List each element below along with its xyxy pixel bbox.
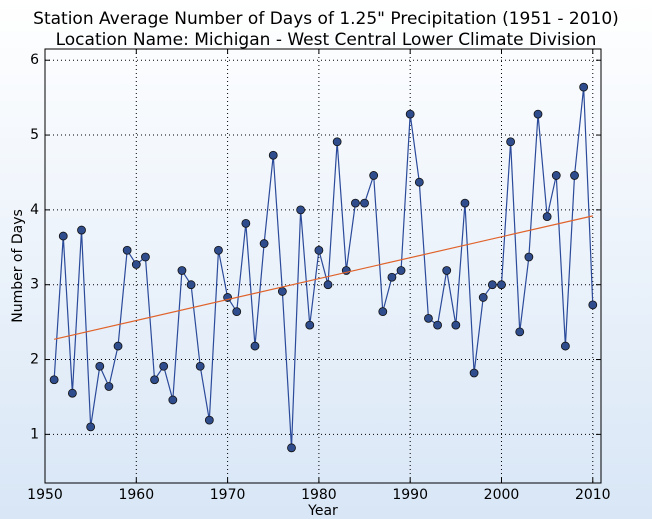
data-point xyxy=(195,361,205,371)
plot-frame xyxy=(44,48,602,484)
data-point xyxy=(515,327,525,337)
y-tick-label: 5 xyxy=(30,127,39,143)
data-point xyxy=(360,198,369,208)
data-point xyxy=(277,287,287,296)
data-point xyxy=(259,239,269,248)
data-point xyxy=(570,171,579,180)
data-point xyxy=(478,293,488,302)
data-point xyxy=(469,368,479,378)
data-point xyxy=(186,280,196,290)
data-point xyxy=(588,300,598,310)
data-point xyxy=(497,280,506,290)
data-point xyxy=(177,266,187,275)
x-tick-label: 2010 xyxy=(575,487,611,503)
data-point xyxy=(131,260,141,269)
data-point xyxy=(387,272,397,282)
x-tick-label: 1960 xyxy=(118,487,154,503)
x-axis-label: Year xyxy=(307,503,338,519)
data-point xyxy=(533,109,543,119)
data-point xyxy=(159,361,169,371)
data-point xyxy=(141,252,150,262)
x-tick-label: 1990 xyxy=(392,487,428,503)
data-point xyxy=(506,137,516,147)
data-point xyxy=(396,266,406,275)
data-point xyxy=(287,443,296,453)
y-axis-label: Number of Days xyxy=(10,209,26,323)
data-point xyxy=(250,341,260,351)
x-tick-label: 1980 xyxy=(301,487,337,503)
data-point xyxy=(168,395,178,405)
data-point xyxy=(414,177,424,187)
data-point xyxy=(113,341,123,351)
data-point xyxy=(378,307,388,317)
data-point xyxy=(204,415,214,425)
y-tick-label: 3 xyxy=(30,277,39,293)
trend-line xyxy=(53,215,593,340)
data-point xyxy=(232,307,242,317)
x-tick-label: 2000 xyxy=(484,487,520,503)
data-point xyxy=(95,361,105,371)
data-point xyxy=(296,205,306,215)
data-point xyxy=(442,266,452,275)
x-tick-label: 1970 xyxy=(210,487,246,503)
data-point xyxy=(77,225,86,235)
data-point xyxy=(579,82,589,92)
x-tick-label: 1950 xyxy=(27,487,63,503)
data-point xyxy=(241,218,251,228)
data-point xyxy=(460,198,470,208)
data-point xyxy=(49,375,59,385)
data-point xyxy=(67,388,77,398)
data-point xyxy=(351,198,360,208)
data-point xyxy=(424,313,433,323)
y-tick-label: 1 xyxy=(30,426,39,442)
data-point xyxy=(86,422,96,432)
data-point xyxy=(122,245,132,255)
y-tick-label: 4 xyxy=(30,202,39,218)
data-point xyxy=(369,171,379,180)
chart-title: Station Average Number of Days of 1.25" … xyxy=(33,9,619,29)
data-point xyxy=(542,212,552,222)
data-point xyxy=(524,252,534,262)
chart-subtitle: Location Name: Michigan - West Central L… xyxy=(56,30,597,50)
data-point xyxy=(214,245,223,255)
data-point xyxy=(433,320,442,330)
data-point xyxy=(323,280,333,290)
data-point xyxy=(268,150,278,160)
data-point xyxy=(58,231,68,241)
data-point xyxy=(405,109,415,119)
data-point xyxy=(332,137,342,147)
data-point xyxy=(305,320,315,330)
data-point xyxy=(150,375,159,385)
data-point xyxy=(551,171,561,180)
data-point xyxy=(487,280,497,290)
y-tick-label: 2 xyxy=(30,352,39,368)
data-point xyxy=(560,341,570,351)
data-point xyxy=(104,382,114,391)
data-point xyxy=(451,320,461,330)
y-tick-label: 6 xyxy=(30,52,39,68)
data-point xyxy=(314,245,324,255)
